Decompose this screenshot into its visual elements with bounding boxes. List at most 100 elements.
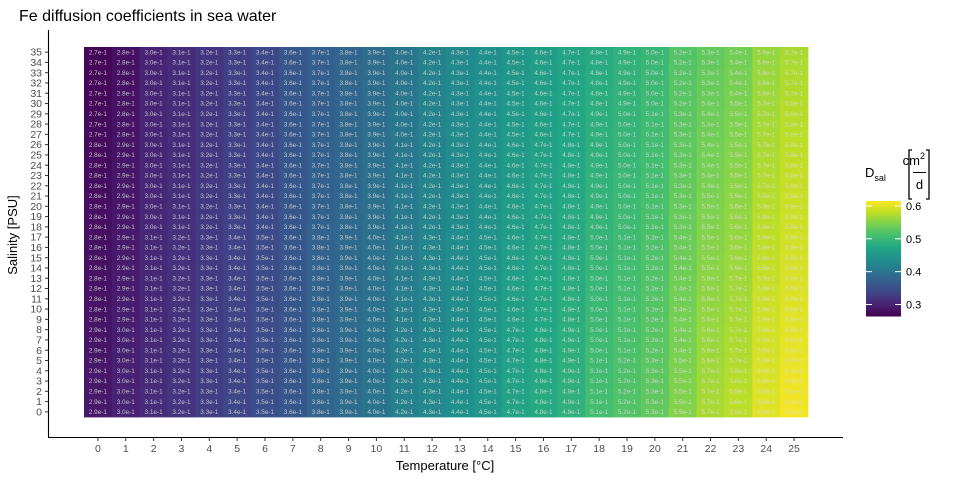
heatmap-cell — [139, 314, 168, 325]
cell-value-label: 4.1e-1 — [395, 306, 414, 313]
heatmap-cell — [501, 232, 530, 243]
heatmap-cell — [418, 77, 447, 89]
heatmap-cell — [613, 386, 642, 397]
cell-value-label: 3.6e-1 — [284, 255, 303, 262]
cell-value-label: 4.5e-1 — [479, 306, 498, 313]
cell-value-label: 4.0e-1 — [367, 245, 386, 252]
cell-value-label: 4.4e-1 — [479, 204, 498, 211]
cell-value-label: 5.7e-1 — [757, 121, 776, 128]
cell-value-label: 4.8e-1 — [590, 80, 609, 87]
heatmap-cell — [418, 386, 447, 397]
heatmap-cell — [501, 314, 530, 325]
cell-value-label: 4.6e-1 — [507, 173, 526, 180]
cell-value-label: 3.9e-1 — [339, 245, 358, 252]
heatmap-cell — [640, 293, 670, 305]
heatmap-cell — [195, 180, 224, 192]
cell-value-label: 5.6e-1 — [757, 60, 776, 67]
heatmap-cell — [334, 283, 363, 295]
heatmap-cell — [780, 396, 809, 408]
cell-value-label: 3.4e-1 — [256, 142, 275, 149]
cell-value-label: 4.2e-1 — [395, 327, 414, 334]
cell-value-label: 4.8e-1 — [562, 275, 581, 282]
cell-value-label: 4.0e-1 — [367, 337, 386, 344]
heatmap-cell — [195, 190, 224, 202]
heatmap-cell — [585, 283, 614, 295]
heatmap-cell — [613, 242, 642, 253]
cell-value-label: 4.8e-1 — [562, 224, 581, 231]
cell-value-label: 4.5e-1 — [507, 49, 526, 56]
heatmap-cell — [84, 129, 113, 140]
heatmap-cell — [473, 108, 503, 120]
heatmap-cell — [195, 303, 224, 315]
cell-value-label: 4.4e-1 — [451, 255, 470, 262]
cell-value-label: 3.2e-1 — [200, 162, 219, 169]
cell-value-label: 4.0e-1 — [395, 60, 414, 67]
cell-value-label: 6.0e-1 — [785, 337, 804, 344]
heatmap-cell — [529, 67, 558, 79]
cell-value-label: 3.1e-1 — [172, 214, 191, 221]
cell-value-label: 5.0e-1 — [590, 317, 609, 324]
heatmap-cell — [501, 88, 530, 99]
heatmap-cell — [362, 232, 391, 243]
cell-value-label: 4.3e-1 — [451, 132, 470, 139]
heatmap-cell — [111, 293, 141, 305]
cell-value-label: 5.5e-1 — [674, 409, 693, 416]
cell-value-label: 4.6e-1 — [534, 70, 553, 77]
heatmap-cell — [640, 47, 670, 58]
heatmap-cell — [780, 211, 809, 223]
heatmap-cell — [780, 129, 809, 140]
cell-value-label: 5.7e-1 — [757, 162, 776, 169]
heatmap-cell — [501, 129, 530, 140]
cell-value-label: 5.3e-1 — [674, 111, 693, 118]
cell-value-label: 2.7e-1 — [89, 90, 108, 97]
y-tick-label: 12 — [30, 283, 42, 295]
heatmap-cell — [334, 396, 363, 408]
heatmap-cell — [529, 396, 558, 408]
heatmap-cell — [668, 139, 698, 151]
cell-value-label: 4.3e-1 — [423, 286, 442, 293]
heatmap-cell — [167, 293, 196, 305]
cell-value-label: 4.7e-1 — [507, 399, 526, 406]
heatmap-cell — [613, 170, 642, 182]
cell-value-label: 3.3e-1 — [200, 409, 219, 416]
heatmap-cell — [223, 221, 252, 233]
legend-title-main: D — [865, 165, 874, 180]
cell-value-label: 5.3e-1 — [646, 358, 665, 365]
cell-value-label: 5.0e-1 — [618, 224, 637, 231]
cell-value-label: 5.1e-1 — [618, 306, 637, 313]
heatmap-cell — [418, 314, 447, 325]
cell-value-label: 5.7e-1 — [757, 132, 776, 139]
heatmap-cell — [668, 303, 698, 315]
y-tick-label: 21 — [30, 191, 42, 203]
cell-value-label: 3.5e-1 — [256, 358, 275, 365]
cell-value-label: 5.7e-1 — [757, 173, 776, 180]
cell-value-label: 3.4e-1 — [228, 347, 247, 354]
heatmap-cell — [473, 345, 503, 356]
cell-value-label: 5.4e-1 — [701, 152, 720, 159]
heatmap-cell — [529, 365, 558, 377]
cell-value-label: 3.4e-1 — [228, 358, 247, 365]
heatmap-cell — [501, 108, 530, 120]
cell-value-label: 4.7e-1 — [534, 286, 553, 293]
cell-value-label: 4.3e-1 — [451, 162, 470, 169]
cell-value-label: 3.3e-1 — [228, 142, 247, 149]
cell-value-label: 3.1e-1 — [145, 399, 164, 406]
heatmap-cell — [640, 149, 670, 161]
cell-value-label: 5.8e-1 — [785, 142, 804, 149]
heatmap-cell — [557, 118, 586, 130]
heatmap-cell — [167, 396, 196, 408]
cell-value-label: 3.3e-1 — [200, 296, 219, 303]
cell-value-label: 3.2e-1 — [172, 368, 191, 375]
heatmap-cell — [306, 57, 336, 68]
cell-value-label: 3.9e-1 — [339, 255, 358, 262]
cell-value-label: 4.3e-1 — [451, 142, 470, 149]
heatmap-cell — [139, 201, 168, 212]
cell-value-label: 4.5e-1 — [479, 327, 498, 334]
heatmap-cell — [696, 190, 725, 202]
cell-value-label: 3.1e-1 — [145, 275, 164, 282]
cell-value-label: 2.8e-1 — [89, 224, 108, 231]
cell-value-label: 5.2e-1 — [646, 245, 665, 252]
cell-value-label: 3.6e-1 — [284, 49, 303, 56]
cell-value-label: 5.3e-1 — [701, 70, 720, 77]
cell-value-label: 4.4e-1 — [479, 183, 498, 190]
